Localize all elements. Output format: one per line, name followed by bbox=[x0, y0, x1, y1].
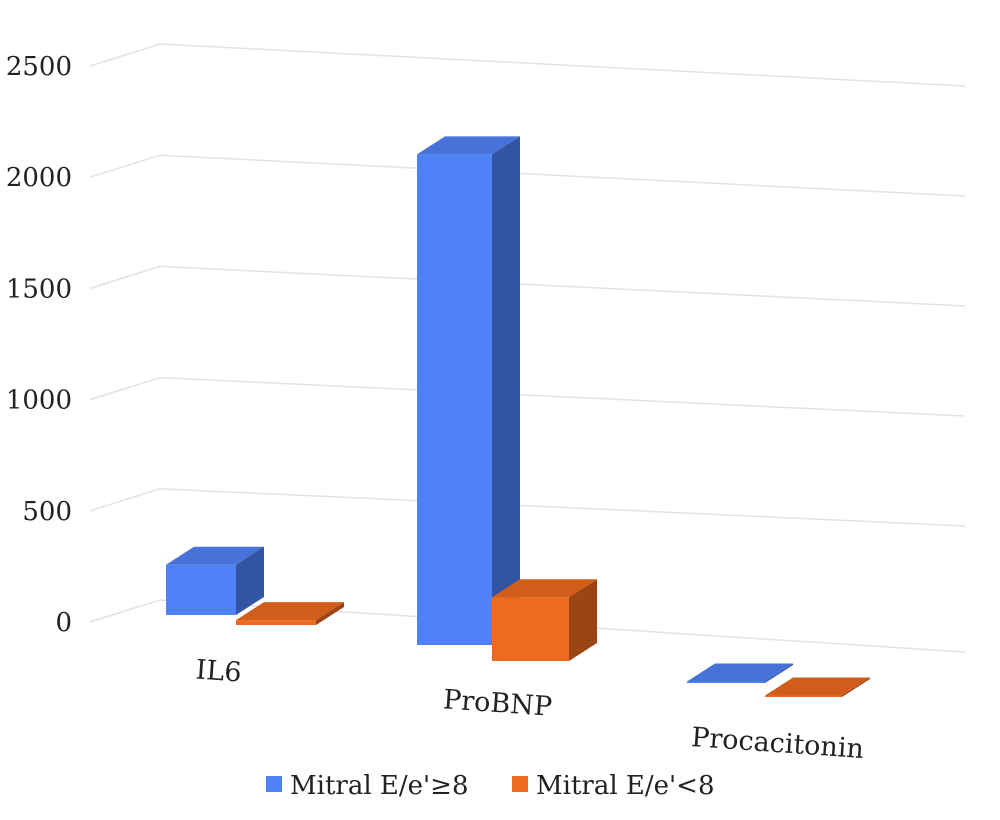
y-tick-label: 2000 bbox=[6, 163, 72, 193]
bar-side-face bbox=[316, 602, 344, 625]
legend-swatch bbox=[266, 776, 282, 792]
bar-front-face bbox=[687, 681, 765, 683]
y-axis-ticks: 0 500 1000 1500 2000 2500 bbox=[6, 52, 72, 638]
y-tick-label: 2500 bbox=[6, 52, 72, 82]
legend-item: Mitral E/e'<8 bbox=[512, 771, 715, 801]
bar-side-face bbox=[236, 546, 264, 615]
legend-swatch bbox=[512, 776, 528, 792]
bar-side-face bbox=[842, 677, 870, 697]
y-tick-label: 1500 bbox=[6, 274, 72, 304]
x-category-label: IL6 bbox=[195, 654, 243, 688]
bar-procacitonin-series-1 bbox=[687, 663, 793, 683]
x-category-label: Procacitonin bbox=[690, 722, 865, 765]
y-tick-label: 0 bbox=[55, 608, 72, 638]
gridlines bbox=[89, 43, 966, 653]
bar-side-face bbox=[492, 136, 520, 645]
gridline-0 bbox=[89, 599, 966, 653]
bar-front-face bbox=[236, 620, 316, 625]
bar-side-face bbox=[765, 663, 793, 683]
bar-front-face bbox=[166, 564, 236, 615]
y-tick-label: 500 bbox=[22, 497, 72, 527]
bar-il6-series-1 bbox=[166, 546, 264, 615]
bar-procacitonin-series-2 bbox=[765, 677, 870, 697]
bar-top-face bbox=[687, 663, 793, 682]
bar-top-face bbox=[417, 136, 520, 155]
legend: Mitral E/e'≥8 Mitral E/e'<8 bbox=[266, 771, 715, 801]
x-category-label: ProBNP bbox=[442, 684, 553, 723]
bar-top-face bbox=[236, 602, 344, 621]
bar-front-face bbox=[765, 695, 842, 697]
gridline-2000 bbox=[89, 154, 966, 197]
bar-probnp-series-1 bbox=[417, 136, 520, 645]
bar-il6-series-2 bbox=[236, 602, 344, 625]
bar-top-face bbox=[765, 677, 870, 696]
bar-front-face bbox=[417, 154, 492, 645]
bar-top-face bbox=[166, 546, 264, 565]
gridline-2500 bbox=[89, 43, 966, 87]
bar-top-face bbox=[492, 579, 597, 598]
gridline-1500 bbox=[89, 265, 966, 307]
y-tick-label: 1000 bbox=[6, 386, 72, 416]
bar-side-face bbox=[569, 579, 597, 661]
bar-probnp-series-2 bbox=[492, 579, 597, 661]
legend-label: Mitral E/e'≥8 bbox=[290, 771, 469, 801]
legend-label: Mitral E/e'<8 bbox=[536, 771, 715, 801]
bar-front-face bbox=[492, 597, 569, 661]
bars bbox=[166, 136, 870, 697]
legend-item: Mitral E/e'≥8 bbox=[266, 771, 469, 801]
gridline-500 bbox=[89, 488, 966, 527]
gridline-1000 bbox=[89, 376, 966, 417]
